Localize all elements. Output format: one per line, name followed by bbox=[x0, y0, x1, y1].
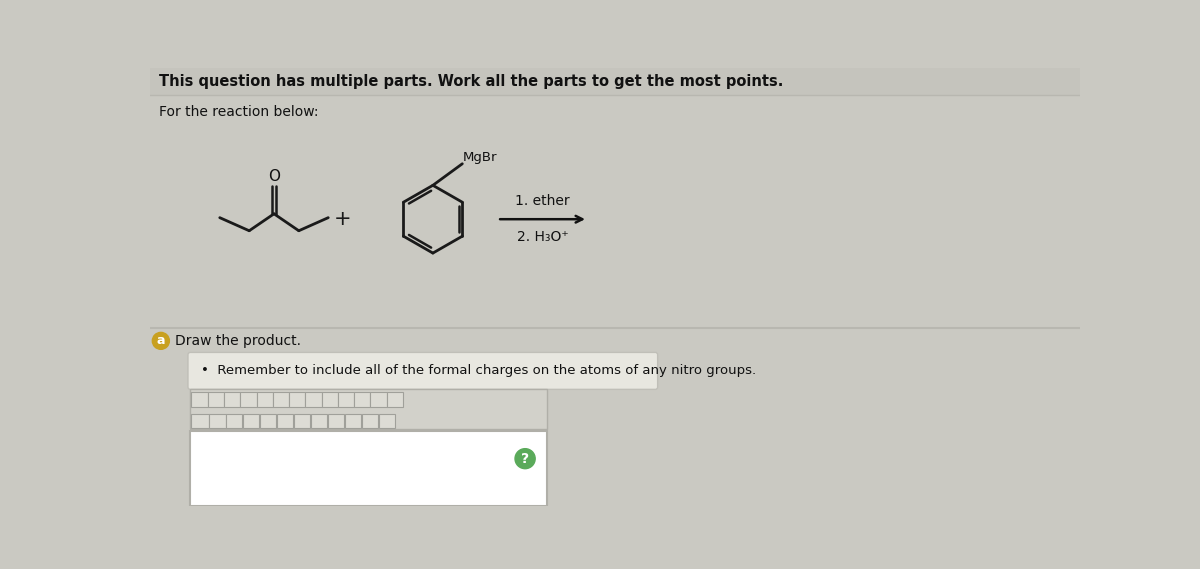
FancyBboxPatch shape bbox=[224, 392, 240, 407]
FancyBboxPatch shape bbox=[242, 414, 259, 428]
FancyBboxPatch shape bbox=[338, 392, 354, 407]
Text: For the reaction below:: For the reaction below: bbox=[160, 105, 319, 119]
Text: 1. ether: 1. ether bbox=[515, 195, 570, 208]
FancyBboxPatch shape bbox=[386, 392, 403, 407]
Text: ?: ? bbox=[521, 452, 529, 465]
FancyBboxPatch shape bbox=[311, 414, 328, 428]
Text: O: O bbox=[268, 170, 280, 184]
FancyBboxPatch shape bbox=[192, 392, 208, 407]
Circle shape bbox=[515, 449, 535, 469]
Text: 2. H₃O⁺: 2. H₃O⁺ bbox=[517, 230, 569, 244]
Circle shape bbox=[152, 332, 169, 349]
FancyBboxPatch shape bbox=[240, 392, 257, 407]
FancyBboxPatch shape bbox=[188, 352, 658, 389]
FancyBboxPatch shape bbox=[191, 431, 547, 506]
FancyBboxPatch shape bbox=[209, 414, 227, 428]
FancyBboxPatch shape bbox=[294, 414, 310, 428]
FancyBboxPatch shape bbox=[322, 392, 338, 407]
FancyBboxPatch shape bbox=[191, 389, 547, 430]
FancyBboxPatch shape bbox=[192, 414, 209, 428]
Text: MgBr: MgBr bbox=[463, 151, 498, 164]
FancyBboxPatch shape bbox=[344, 414, 361, 428]
Text: +: + bbox=[334, 209, 352, 229]
FancyBboxPatch shape bbox=[371, 392, 386, 407]
FancyBboxPatch shape bbox=[362, 414, 378, 428]
FancyBboxPatch shape bbox=[257, 392, 272, 407]
FancyBboxPatch shape bbox=[354, 392, 371, 407]
FancyBboxPatch shape bbox=[328, 414, 344, 428]
Text: a: a bbox=[156, 335, 166, 347]
FancyBboxPatch shape bbox=[226, 414, 242, 428]
Text: This question has multiple parts. Work all the parts to get the most points.: This question has multiple parts. Work a… bbox=[160, 75, 784, 89]
FancyBboxPatch shape bbox=[277, 414, 293, 428]
FancyBboxPatch shape bbox=[289, 392, 305, 407]
FancyBboxPatch shape bbox=[272, 392, 289, 407]
FancyBboxPatch shape bbox=[379, 414, 395, 428]
Text: Draw the product.: Draw the product. bbox=[175, 334, 301, 348]
FancyBboxPatch shape bbox=[150, 68, 1080, 95]
FancyBboxPatch shape bbox=[305, 392, 322, 407]
FancyBboxPatch shape bbox=[208, 392, 224, 407]
FancyBboxPatch shape bbox=[259, 414, 276, 428]
Text: •  Remember to include all of the formal charges on the atoms of any nitro group: • Remember to include all of the formal … bbox=[202, 364, 756, 377]
